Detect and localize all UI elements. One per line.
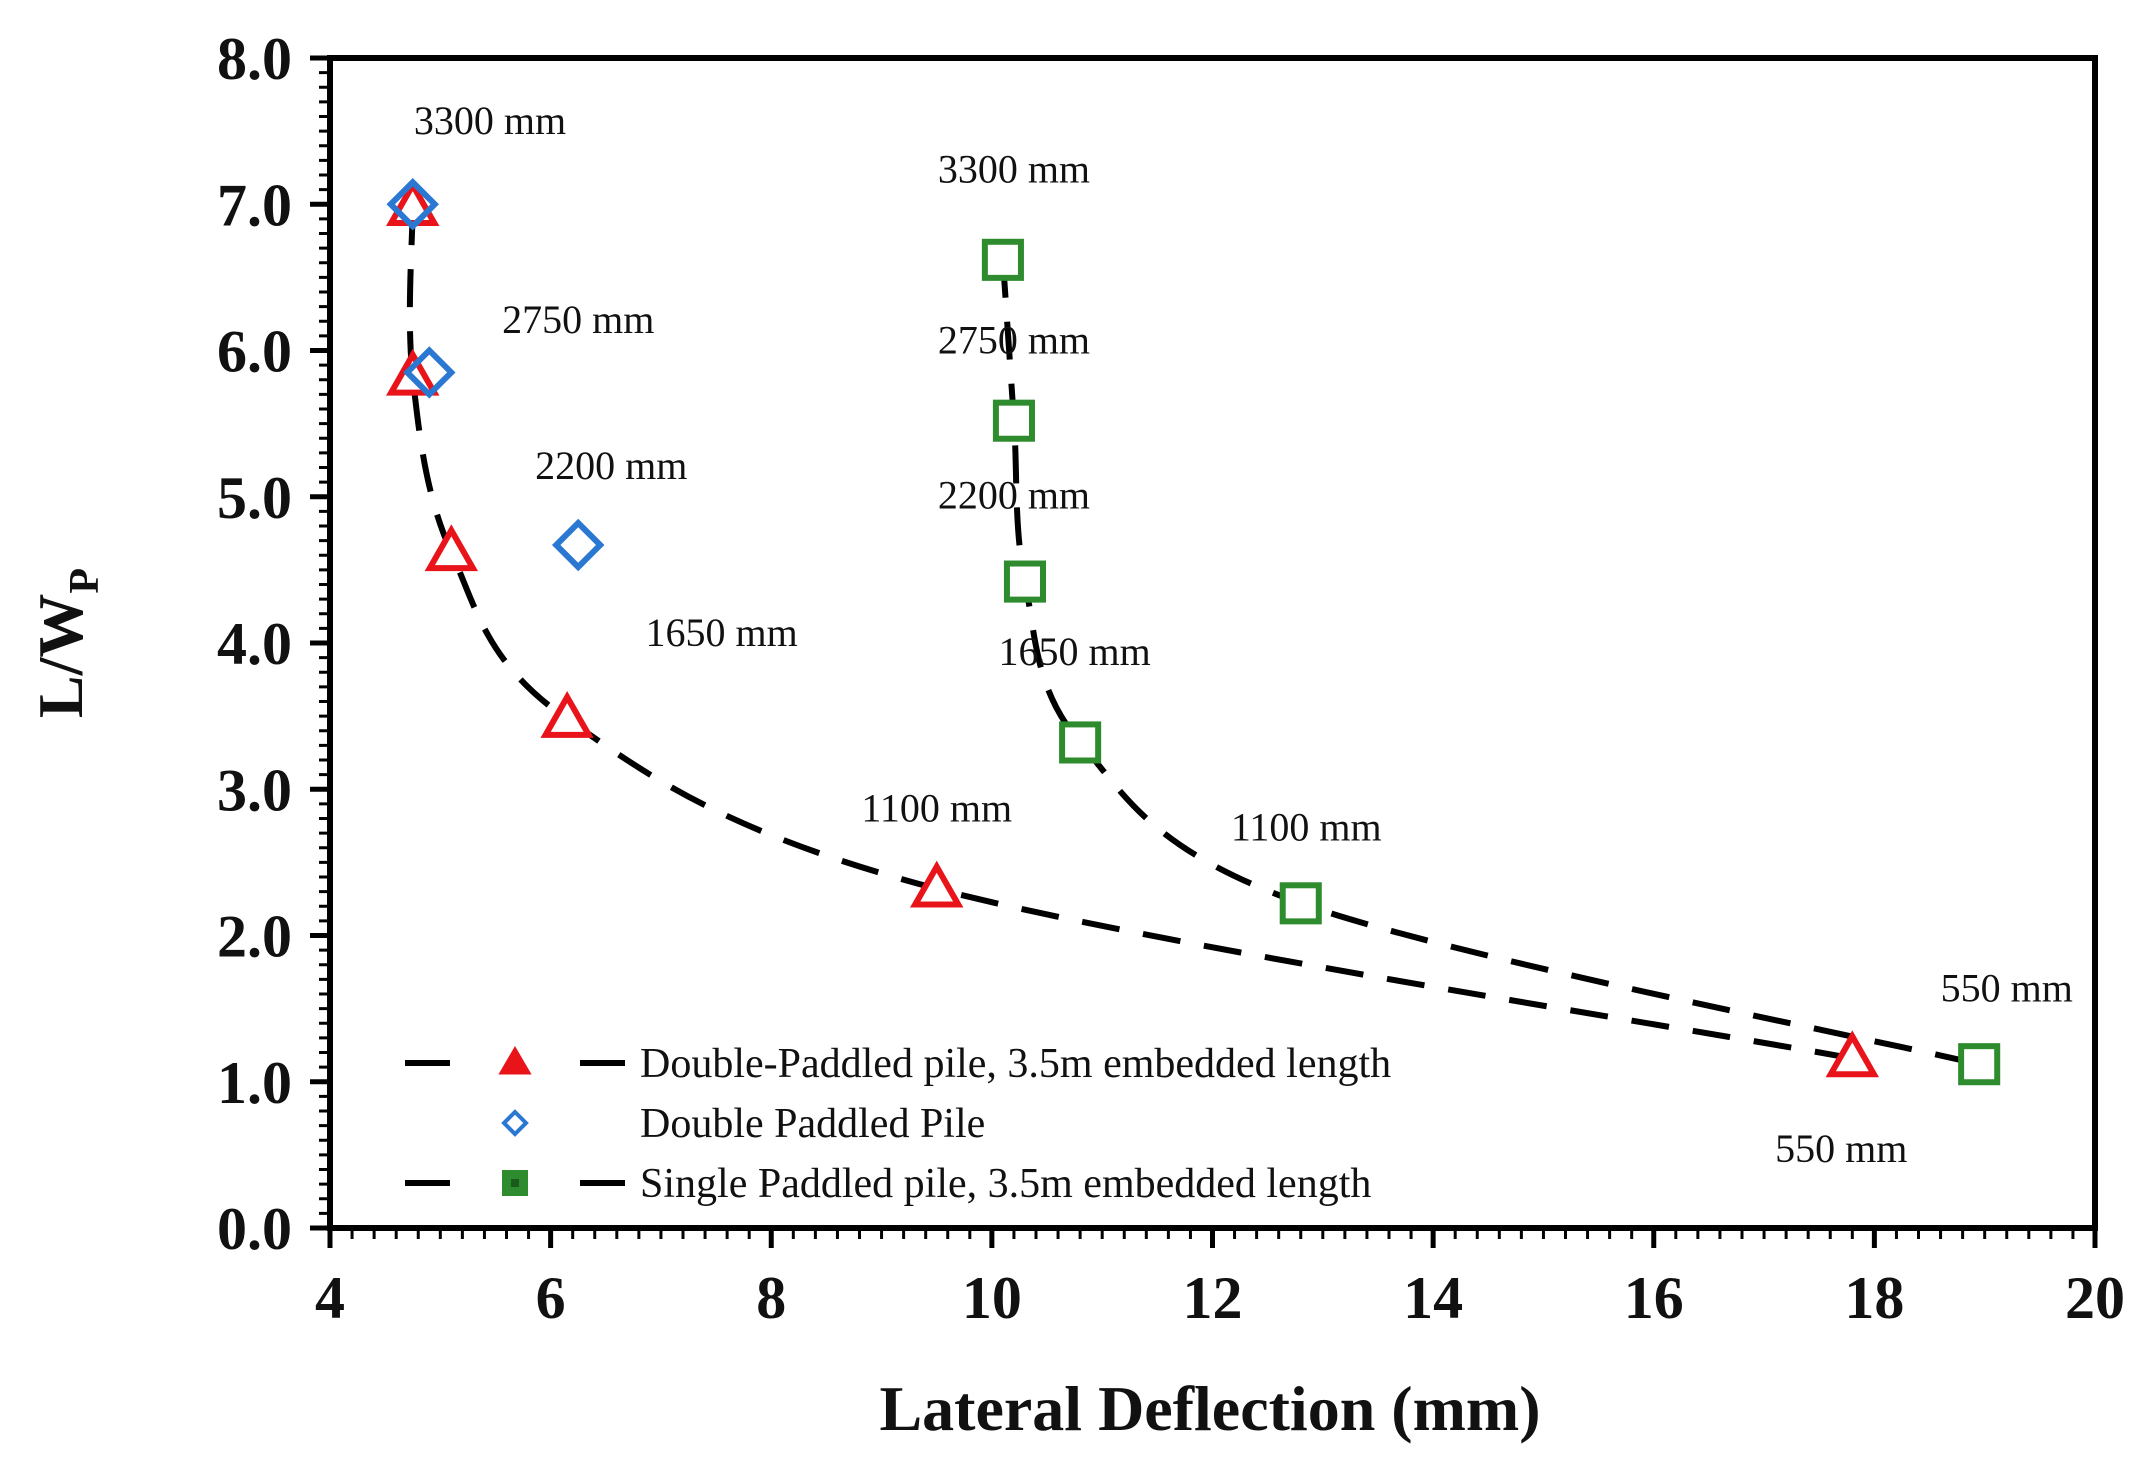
point-annotation: 1650 mm <box>998 629 1150 674</box>
series-3-point <box>1279 882 1322 925</box>
series-2-point <box>403 346 456 399</box>
x-tick-label: 6 <box>536 1265 566 1331</box>
point-annotation: 3300 mm <box>414 98 566 143</box>
series-3-point <box>981 238 1024 281</box>
series-3-point <box>1059 721 1102 764</box>
point-annotation: 2750 mm <box>938 317 1090 362</box>
x-tick-labels: 4 6 8 10 12 14 16 18 20 <box>315 1265 2125 1331</box>
x-tick-label: 20 <box>2065 1265 2125 1331</box>
series-3-point <box>992 399 1035 442</box>
y-tick-label: 2.0 <box>217 904 292 970</box>
series-3-point <box>1958 1043 2001 1086</box>
legend-item: Double Paddled Pile <box>501 1101 985 1147</box>
x-axis-title: Lateral Deflection (mm) <box>879 1373 1540 1444</box>
series-1-point <box>424 524 479 572</box>
trendline-series-1 <box>406 207 1853 1062</box>
y-axis-title: L/WP <box>25 568 108 718</box>
annotations: 3300 mm 2750 mm 2200 mm 1650 mm 1100 mm 3300 … <box>414 98 2073 1171</box>
legend-marker <box>498 1046 532 1075</box>
series-2-point <box>551 518 605 572</box>
legend-label: Single Paddled pile, 3.5m embedded lengt… <box>640 1161 1371 1207</box>
y-tick-labels: 0.0 1.0 2.0 3.0 4.0 5.0 6.0 7.0 8.0 <box>217 26 292 1262</box>
x-tick-label: 12 <box>1183 1265 1243 1331</box>
point-annotation: 2750 mm <box>502 297 654 342</box>
x-tick-label: 10 <box>962 1265 1022 1331</box>
point-annotation: 550 mm <box>1775 1126 1907 1171</box>
series-2-point <box>386 178 439 231</box>
legend: Double-Paddled pile, 3.5m embedded lengt… <box>405 1041 1391 1207</box>
point-annotation: 3300 mm <box>938 146 1090 191</box>
x-tick-label: 16 <box>1624 1265 1684 1331</box>
data-points <box>386 178 2001 1086</box>
y-tick-label: 3.0 <box>217 757 292 823</box>
point-annotation: 1650 mm <box>645 610 797 655</box>
y-axis-title-subscript: P <box>62 568 108 594</box>
series-1-point <box>540 690 594 738</box>
y-tick-label: 4.0 <box>217 611 292 677</box>
legend-label: Double Paddled Pile <box>640 1101 985 1147</box>
point-annotation: 1100 mm <box>861 785 1012 830</box>
legend-item: Double-Paddled pile, 3.5m embedded lengt… <box>405 1041 1391 1087</box>
y-tick-label: 8.0 <box>217 26 292 92</box>
point-annotation: 2200 mm <box>535 443 687 488</box>
y-tick-label: 6.0 <box>217 319 292 385</box>
legend-item: Single Paddled pile, 3.5m embedded lengt… <box>405 1161 1371 1207</box>
y-tick-label: 0.0 <box>217 1196 292 1262</box>
series-1-point <box>909 860 964 908</box>
legend-label: Double-Paddled pile, 3.5m embedded lengt… <box>640 1041 1391 1087</box>
point-annotation: 550 mm <box>1941 965 2073 1010</box>
y-tick-label: 5.0 <box>217 465 292 531</box>
y-axis-title-main: L/W <box>25 594 96 718</box>
x-tick-label: 8 <box>756 1265 786 1331</box>
point-annotation: 2200 mm <box>938 472 1090 517</box>
series-1-point <box>386 179 440 227</box>
series-1-point <box>1825 1030 1880 1078</box>
plot-area-frame <box>327 55 2098 1231</box>
y-tick-label: 7.0 <box>217 172 292 238</box>
point-annotation: 1100 mm <box>1231 804 1382 849</box>
legend-marker-center <box>511 1179 519 1187</box>
x-tick-label: 4 <box>315 1265 345 1331</box>
legend-marker <box>501 1109 529 1137</box>
y-tick-label: 1.0 <box>217 1050 292 1116</box>
series-3-point <box>1003 560 1047 603</box>
x-tick-label: 18 <box>1844 1265 1904 1331</box>
x-tick-label: 14 <box>1403 1265 1463 1331</box>
